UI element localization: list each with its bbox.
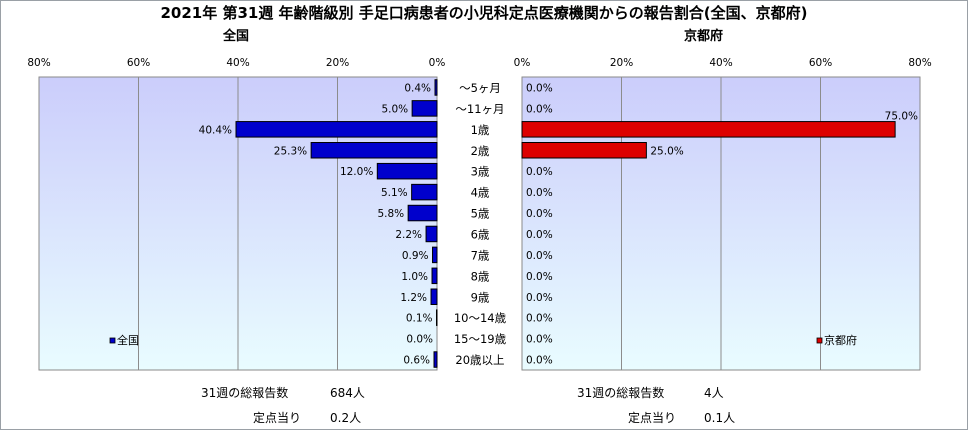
national-legend-swatch [109,337,116,344]
kyoto-data-label: 0.0% [526,103,553,115]
kyoto-data-label: 0.0% [526,355,553,367]
national-tick-label: 60% [127,57,150,69]
kyoto-bar [521,121,896,138]
kyoto-per-site-value: 0.1人 [704,411,736,425]
category-label: 20歳以上 [455,353,504,367]
kyoto-data-label: 0.0% [526,229,553,241]
national-legend-label: 全国 [117,333,139,347]
national-bar [411,100,438,117]
national-bar [432,246,438,264]
kyoto-total-value: 4人 [704,386,724,400]
kyoto-data-label: 0.0% [526,250,553,262]
kyoto-data-label: 0.0% [526,271,553,283]
national-data-label: 0.0% [406,334,433,346]
kyoto-data-label: 75.0% [885,111,918,123]
kyoto-tick-label: 20% [610,57,633,69]
kyoto-data-label: 0.0% [526,313,553,325]
national-tick-label: 80% [27,57,50,69]
kyoto-bar [521,142,647,159]
category-label: ～5ヶ月 [459,81,501,95]
national-data-label: 0.9% [402,250,429,262]
national-bar [434,79,438,96]
kyoto-data-label: 0.0% [526,166,553,178]
kyoto-data-label: 0.0% [526,334,553,346]
national-data-label: 5.0% [381,103,408,115]
kyoto-tick-label: 40% [709,57,732,69]
national-per-site-label: 定点当り [253,411,302,425]
national-data-label: 0.1% [406,313,433,325]
category-label: ～11ヶ月 [455,102,504,116]
kyoto-data-label: 0.0% [526,82,553,94]
kyoto-data-label: 25.0% [650,145,683,157]
national-bar [235,121,438,138]
category-label: 9歳 [471,290,490,304]
kyoto-legend-label: 京都府 [824,333,857,347]
national-bar [431,267,438,285]
national-bar [376,162,438,180]
national-data-label: 0.6% [403,355,430,367]
category-label: 4歳 [471,186,490,200]
kyoto-data-label: 0.0% [526,208,553,220]
national-data-label: 1.2% [400,292,427,304]
national-data-label: 5.8% [377,208,404,220]
category-label: 8歳 [471,269,490,283]
national-total-value: 684人 [330,386,365,400]
kyoto-legend-swatch [816,337,823,344]
category-label: 6歳 [471,227,490,241]
kyoto-data-label: 0.0% [526,187,553,199]
national-bar [407,204,438,222]
national-total-label: 31週の総報告数 [201,386,289,400]
kyoto-total-label: 31週の総報告数 [577,386,665,400]
national-data-label: 12.0% [340,166,373,178]
national-tick-label: 0% [429,57,446,69]
category-label: 15～19歳 [454,332,507,346]
national-data-label: 2.2% [395,229,422,241]
national-bar [310,142,438,159]
category-label: 10～14歳 [454,311,507,325]
category-label: 2歳 [471,144,490,158]
national-bar [411,183,438,201]
national-panel-title: 全国 [223,29,250,44]
category-label: 7歳 [471,248,490,262]
chart-title: 2021年 第31週 年齢階級別 手足口病患者の小児科定点医療機関からの報告割合… [160,4,808,22]
national-bar [430,288,438,305]
category-label: 3歳 [471,165,490,179]
national-data-label: 0.4% [404,82,431,94]
category-label: 1歳 [471,123,490,137]
kyoto-panel-title: 京都府 [684,29,724,44]
category-label: 5歳 [471,207,490,221]
kyoto-tick-label: 0% [514,57,531,69]
national-per-site-value: 0.2人 [330,411,362,425]
national-data-label: 25.3% [274,145,307,157]
national-tick-label: 20% [326,57,349,69]
kyoto-tick-label: 60% [809,57,832,69]
national-data-label: 5.1% [381,187,408,199]
kyoto-tick-label: 80% [908,57,931,69]
national-bar [425,225,438,243]
national-tick-label: 40% [226,57,249,69]
national-data-label: 40.4% [199,124,232,136]
national-data-label: 1.0% [401,271,428,283]
national-bar [433,351,438,368]
kyoto-data-label: 0.0% [526,292,553,304]
kyoto-per-site-label: 定点当り [628,411,677,425]
